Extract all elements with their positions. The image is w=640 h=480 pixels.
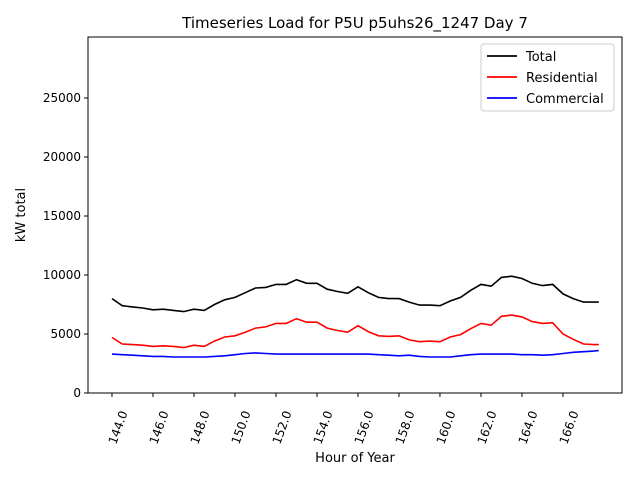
y-axis-label: kW total	[14, 188, 29, 242]
y-tick-label: 15000	[43, 209, 81, 223]
legend-label-total: Total	[525, 50, 556, 65]
y-tick-label: 10000	[43, 268, 81, 282]
legend-label-residential: Residential	[526, 71, 598, 86]
plot-frame	[87, 36, 623, 394]
chart-title: Timeseries Load for P5U p5uhs26_1247 Day…	[181, 14, 528, 33]
y-tick-label: 20000	[43, 150, 81, 164]
series-line-total	[111, 275, 599, 313]
y-tick-label: 5000	[50, 327, 81, 341]
y-tick-label: 0	[73, 386, 81, 400]
legend: Total Residential Commercial	[480, 43, 615, 112]
x-axis-label: Hour of Year	[315, 451, 395, 466]
y-tick-label: 25000	[43, 91, 81, 105]
legend-box	[480, 43, 615, 112]
series-line-commercial	[111, 349, 599, 358]
legend-label-commercial: Commercial	[526, 92, 604, 107]
series-line-residential	[111, 314, 599, 349]
